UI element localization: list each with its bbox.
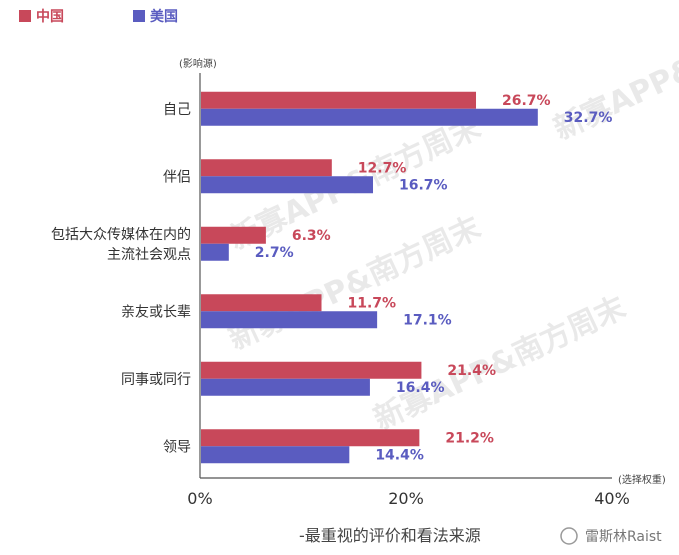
data-label: 6.3% bbox=[292, 228, 331, 244]
bar-series: 26.7% 32.7% 12.7%16.7% 6.3%2.7% 11.7% 17.1% 21… bbox=[201, 91, 613, 464]
legend-swatch-china bbox=[19, 10, 31, 22]
bar bbox=[201, 361, 422, 379]
data-label: 2.7% bbox=[255, 245, 294, 261]
x-tick-label: 0% bbox=[187, 489, 212, 508]
bar bbox=[201, 108, 538, 126]
data-label: 12.7% bbox=[358, 160, 407, 176]
chart-caption: -最重视的评价和看法来源 bbox=[299, 526, 481, 545]
data-label: 26.7% bbox=[502, 93, 551, 109]
category-label: 主流社会观点 bbox=[107, 247, 191, 263]
weibo-credit: 雷斯林Raist bbox=[585, 529, 662, 545]
bar bbox=[201, 378, 370, 396]
x-tick-label: 20% bbox=[388, 489, 424, 508]
data-label: 14.4% bbox=[375, 447, 424, 463]
category-label: 领导 bbox=[163, 439, 191, 455]
legend-label-usa: 美国 bbox=[150, 8, 178, 25]
category-label: 包括大众传媒体在内的 bbox=[51, 227, 191, 243]
bar bbox=[201, 429, 420, 447]
legend-label-china: 中国 bbox=[36, 8, 64, 25]
category-label: 亲友或长辈 bbox=[121, 304, 191, 320]
x-tick-label: 40% bbox=[594, 489, 630, 508]
category-label: 伴侣 bbox=[163, 169, 191, 185]
data-label: 32.7% bbox=[564, 110, 613, 126]
data-label: 16.4% bbox=[396, 380, 445, 396]
data-label: 16.7% bbox=[399, 177, 448, 193]
data-label: 21.4% bbox=[447, 363, 496, 379]
bar bbox=[201, 176, 374, 194]
data-label: 21.2% bbox=[445, 430, 494, 446]
bar bbox=[201, 446, 350, 464]
category-label: 同事或同行 bbox=[121, 372, 191, 388]
bar bbox=[201, 294, 322, 312]
x-tick-labels: 0% 20% 40% bbox=[187, 489, 629, 508]
data-label: 17.1% bbox=[403, 312, 452, 328]
bar bbox=[201, 91, 477, 109]
y-axis-title: (影响源) bbox=[179, 57, 217, 70]
bar bbox=[201, 159, 332, 177]
x-axis-title: (选择权重) bbox=[618, 473, 666, 486]
legend-swatch-usa bbox=[133, 10, 145, 22]
legend: 中国 美国 bbox=[19, 8, 178, 25]
bar bbox=[201, 243, 229, 261]
weibo-logo-icon bbox=[560, 527, 578, 545]
bar bbox=[201, 311, 378, 329]
category-label: 自己 bbox=[163, 102, 191, 118]
bar bbox=[201, 226, 266, 244]
data-label: 11.7% bbox=[348, 295, 397, 311]
